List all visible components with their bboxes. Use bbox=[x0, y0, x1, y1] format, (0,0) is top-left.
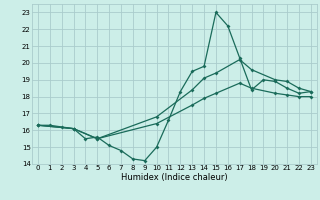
X-axis label: Humidex (Indice chaleur): Humidex (Indice chaleur) bbox=[121, 173, 228, 182]
